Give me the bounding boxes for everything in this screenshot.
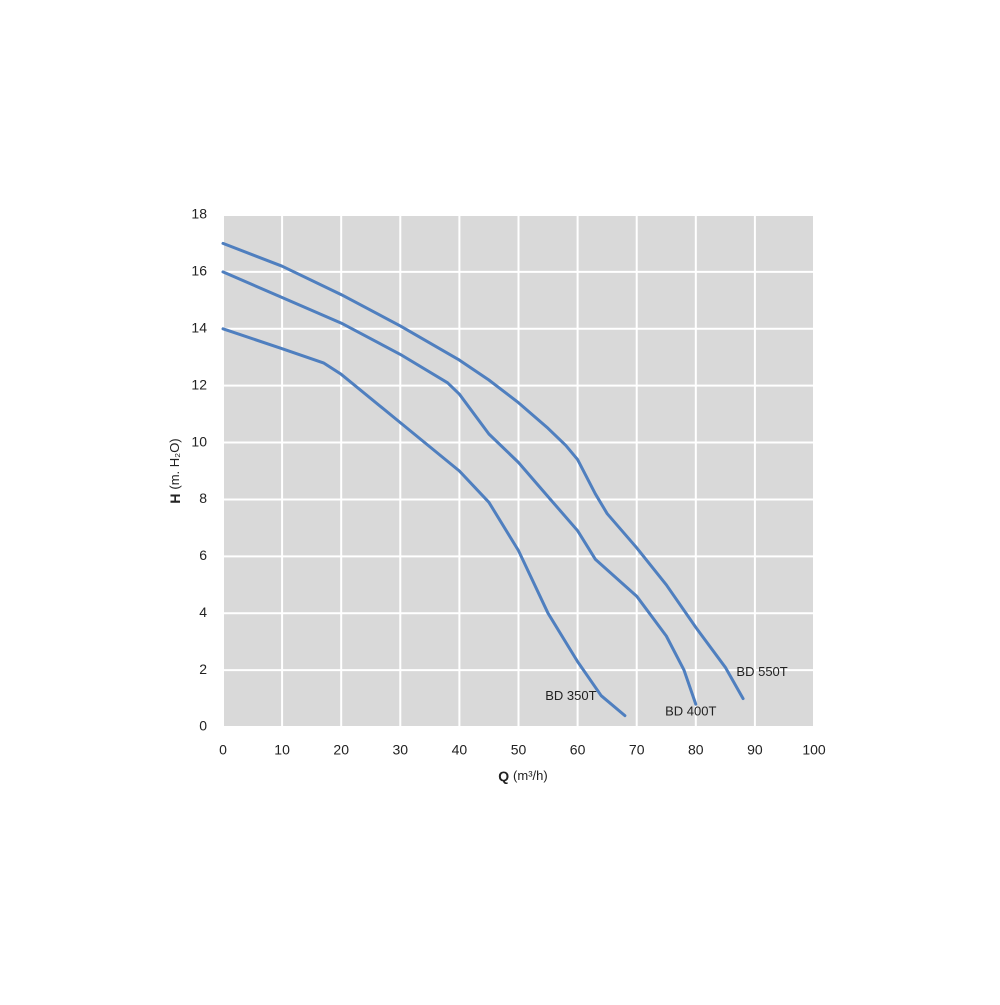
y-axis-label: H (m. H₂O) — [167, 438, 183, 503]
x-tick-label: 40 — [452, 742, 468, 758]
x-tick-label: 20 — [333, 742, 349, 758]
y-tick-label: 10 — [191, 433, 207, 449]
x-tick-label: 0 — [219, 742, 227, 758]
x-tick-label: 50 — [511, 742, 527, 758]
x-tick-label: 80 — [688, 742, 704, 758]
x-tick-label: 70 — [629, 742, 645, 758]
y-tick-label: 8 — [199, 490, 207, 506]
y-axis-symbol: H — [167, 494, 183, 504]
y-tick-label: 2 — [199, 661, 207, 677]
x-tick-label: 10 — [274, 742, 290, 758]
y-axis-unit: (m. H₂O) — [167, 438, 182, 489]
series-label: BD 550T — [736, 664, 787, 679]
x-tick-label: 30 — [393, 742, 409, 758]
x-axis-label: Q (m³/h) — [498, 768, 547, 784]
y-tick-label: 12 — [191, 376, 207, 392]
y-tick-label: 6 — [199, 547, 207, 563]
y-tick-label: 16 — [191, 263, 207, 279]
y-tick-label: 4 — [199, 604, 207, 620]
series-line — [221, 327, 627, 718]
x-tick-label: 60 — [570, 742, 586, 758]
y-tick-label: 0 — [199, 718, 207, 734]
y-tick-label: 18 — [191, 206, 207, 222]
series-label: BD 400T — [665, 704, 716, 719]
x-axis-unit: (m³/h) — [513, 768, 548, 783]
series-label: BD 350T — [545, 688, 596, 703]
x-axis-symbol: Q — [498, 768, 509, 784]
series-line — [221, 270, 698, 706]
x-tick-label: 100 — [802, 742, 826, 758]
y-tick-label: 14 — [191, 319, 207, 335]
series-line — [221, 241, 745, 701]
x-tick-label: 90 — [747, 742, 763, 758]
